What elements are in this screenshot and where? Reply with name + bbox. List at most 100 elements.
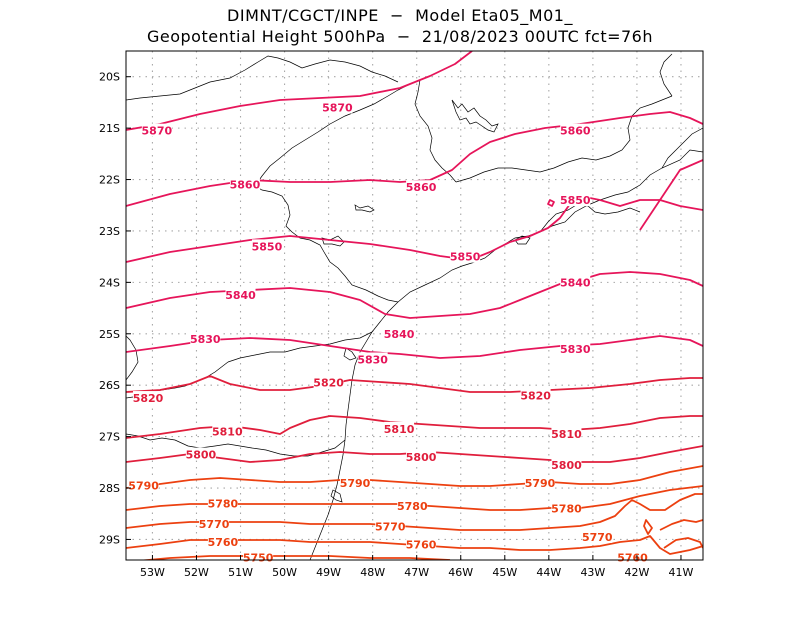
contour-label-bg (128, 478, 159, 492)
contour-label-bg (133, 391, 164, 405)
title-line-2: Geopotential Height 500hPa − 21/08/2023 … (146, 27, 653, 46)
contour-label-bg (560, 342, 591, 356)
contour-line-5870 (126, 51, 473, 131)
contour-label-bg (251, 239, 282, 253)
contour-label-bg (406, 450, 437, 464)
contour-line-5760 (126, 535, 703, 555)
state-border (539, 203, 641, 233)
contour-label: 5850 (252, 240, 283, 253)
contour-line-5770 (126, 493, 703, 531)
contour-label-bg (384, 421, 415, 435)
contour-label-bg (551, 427, 582, 441)
contour-label: 5820 (520, 389, 551, 402)
lake (451, 99, 499, 133)
y-tick-label: 23S (99, 225, 120, 238)
y-tick-label: 26S (99, 379, 120, 392)
contour-label-bg (225, 288, 256, 302)
contour-label-bg (357, 352, 388, 366)
x-tick-label: 41W (669, 566, 694, 579)
lake (354, 204, 375, 213)
contour-label-bg (384, 326, 415, 340)
contour-label-bg (397, 499, 428, 513)
contour-label: 5830 (357, 353, 388, 366)
contour-label: 5760 (406, 539, 437, 552)
contour-label: 5850 (560, 194, 591, 207)
title-line-1: DIMNT/CGCT/INPE − Model Eta05_M01_ (227, 6, 573, 25)
contour-label-bg (229, 177, 260, 191)
contour-label-bg (375, 519, 406, 533)
lake (330, 489, 343, 503)
contour-line-5760 (643, 519, 653, 535)
state-border (661, 127, 703, 169)
contour-label-bg (560, 123, 591, 137)
contour-label: 5750 (243, 551, 274, 564)
contour-line-5770 (659, 519, 703, 531)
contour-label-bg (199, 517, 230, 531)
state-border (254, 79, 421, 187)
state-border (291, 231, 399, 303)
contour-label: 5780 (208, 497, 239, 510)
contour-line-5850 (547, 199, 555, 207)
contour-label: 5800 (551, 459, 582, 472)
contour-label-bg (207, 496, 238, 510)
contour-label-bg (560, 193, 591, 207)
coastline-and-borders (126, 53, 703, 560)
lake (514, 235, 531, 245)
x-tick-label: 52W (184, 566, 209, 579)
x-tick-label: 53W (140, 566, 165, 579)
coastline (309, 149, 703, 560)
contour-label-bg (520, 388, 551, 402)
contour-label-bg (450, 249, 481, 263)
contour-label: 5830 (560, 343, 591, 356)
contour-line-5850 (126, 195, 703, 263)
contour-label-bg (551, 457, 582, 471)
state-border (126, 335, 139, 381)
state-border (227, 331, 373, 363)
state-border (414, 79, 457, 183)
contour-label: 5770 (199, 518, 230, 531)
contour-label: 5800 (406, 451, 437, 464)
contour-label: 5810 (212, 425, 243, 438)
x-tick-label: 43W (580, 566, 605, 579)
contour-label: 5770 (582, 531, 613, 544)
contour-label: 5870 (142, 125, 173, 138)
x-tick-label: 44W (536, 566, 561, 579)
x-tick-label: 42W (624, 566, 649, 579)
contour-label-bg (560, 275, 591, 289)
y-tick-label: 29S (99, 533, 120, 546)
contour-label: 5840 (225, 289, 256, 302)
contour-label: 5860 (560, 125, 591, 138)
contour-label-bg (340, 475, 371, 489)
contour-label-bg (141, 123, 172, 137)
y-tick-label: 20S (99, 71, 120, 84)
country-border (254, 185, 293, 233)
contour-label: 5860 (406, 181, 437, 194)
contour-label: 5820 (133, 392, 164, 405)
contour-label: 5810 (384, 423, 415, 436)
y-tick-label: 25S (99, 328, 120, 341)
contour-label: 5790 (340, 477, 371, 490)
contour-label-bg (207, 535, 238, 549)
contour-line-5790 (126, 465, 703, 489)
x-tick-label: 48W (360, 566, 385, 579)
y-tick-label: 24S (99, 276, 120, 289)
contour-label: 5780 (551, 503, 582, 516)
contour-label: 5860 (230, 179, 261, 192)
contour-label: 5780 (397, 500, 428, 513)
x-tick-label: 50W (272, 566, 297, 579)
y-tick-label: 21S (99, 122, 120, 135)
contour-line-5820 (126, 375, 703, 393)
contour-label: 5760 (617, 551, 648, 564)
contour-label: 5820 (313, 377, 344, 390)
y-tick-label: 28S (99, 482, 120, 495)
grid-lines (126, 51, 703, 560)
contour-label-bg (190, 331, 221, 345)
y-tick-label: 27S (99, 431, 120, 444)
contour-label: 5850 (450, 251, 481, 264)
contour-label-bg (551, 501, 582, 515)
contour-lines (126, 51, 703, 560)
axes: 53W 52W 51W 50W 49W 48W 47W 46W 45W 44W 43W 42W 41W 2… (99, 71, 694, 579)
contour-label-bg (322, 100, 353, 114)
contour-labels: 5870 5870 5860 5860 5860 5850 5850 5850 5840 5840… (128, 100, 648, 564)
